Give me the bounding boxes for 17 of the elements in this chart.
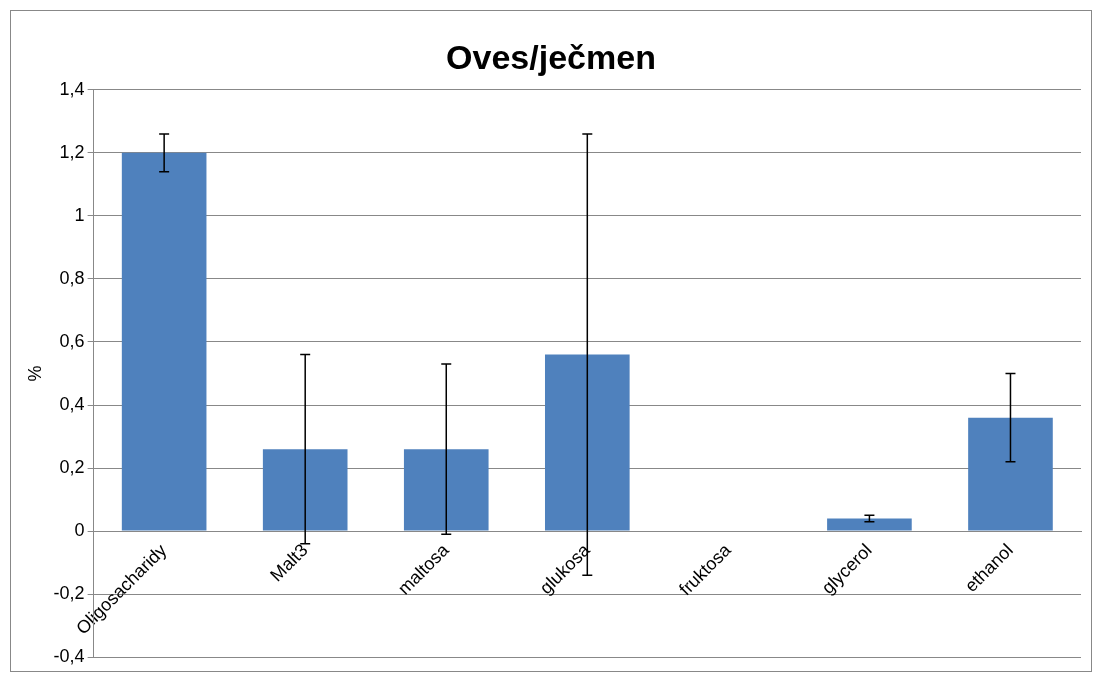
y-tick-label: 0,8 [59,267,85,288]
y-tick-label: 1 [74,204,85,225]
y-axis-title: % [24,365,45,382]
y-tick-label: 0,6 [59,330,85,351]
y-tick-label: 1,4 [59,78,85,99]
bar [827,518,912,531]
bar [121,152,207,531]
chart-title: Oves/ječmen [446,37,656,76]
y-tick-label: 0,2 [59,457,85,478]
bar [403,449,489,531]
y-tick-label: 0,4 [59,393,85,414]
y-tick-label: 1,2 [59,141,85,162]
bar [544,354,630,531]
bar [262,449,348,531]
bar [968,417,1053,531]
y-tick-label: -0,4 [53,646,85,667]
y-tick-label: 0 [74,520,85,541]
